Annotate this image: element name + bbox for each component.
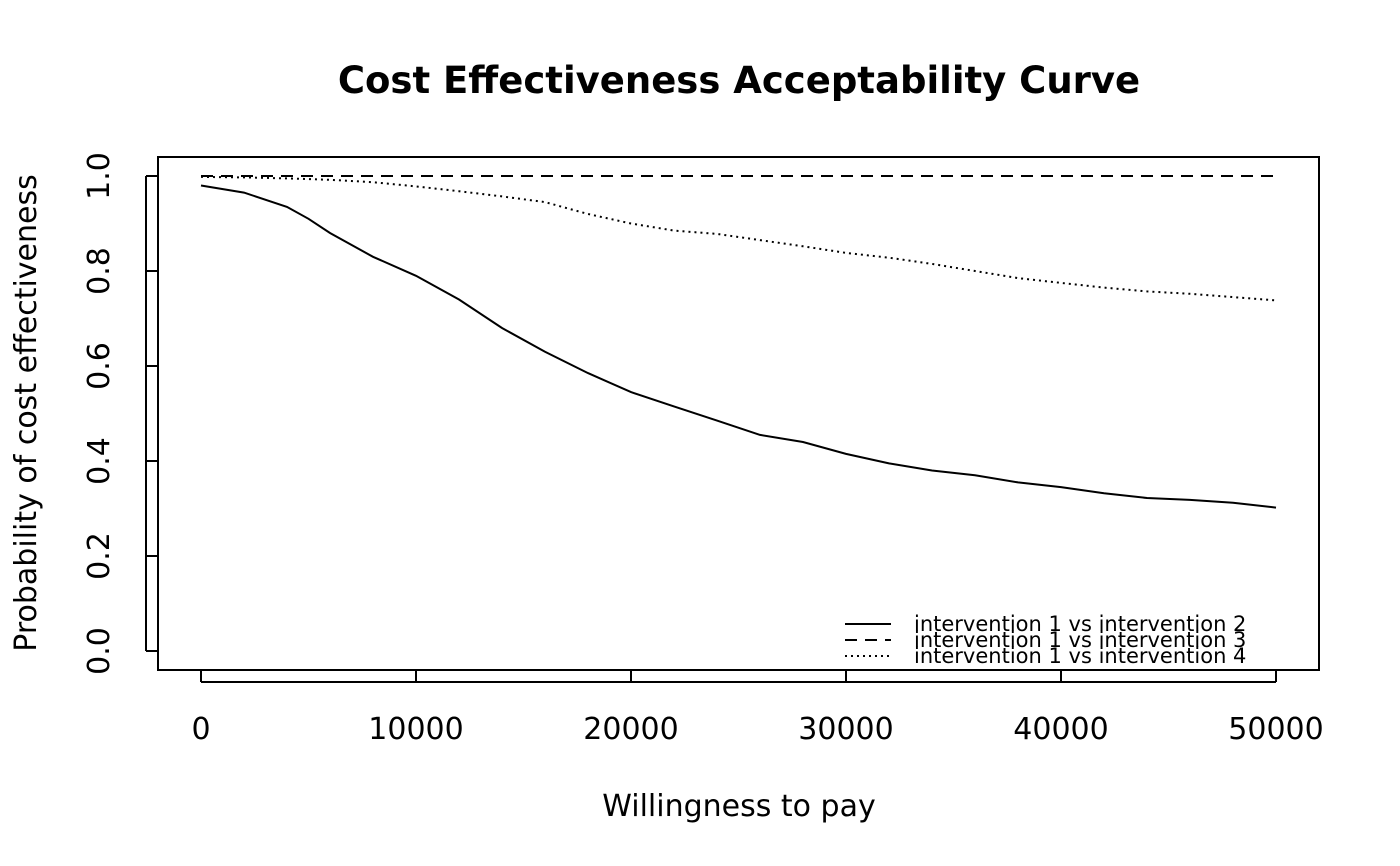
x-tick-label: 0 [191,712,210,747]
y-tick-label: 0.8 [82,247,117,295]
legend-label-1: intervention 1 vs intervention 2 [914,612,1246,636]
y-tick-label: 1.0 [82,152,117,200]
x-axis-title: Willingness to pay [602,789,876,824]
y-axis: 0.0 0.2 0.4 0.6 0.8 1.0 [82,152,158,675]
y-tick-label: 0.2 [82,532,117,580]
x-tick-label: 10000 [368,712,463,747]
chart-title: Cost Effectiveness Acceptability Curve [338,59,1140,102]
x-tick-label: 50000 [1228,712,1323,747]
y-tick-label: 0.0 [82,627,117,675]
y-axis-title: Probability of cost effectiveness [9,174,44,651]
series-line-3 [200,175,1277,302]
y-tick-label: 0.4 [82,437,117,485]
legend: intervention 1 vs intervention 2interven… [845,612,1246,668]
x-tick-label: 30000 [798,712,893,747]
x-tick-label: 20000 [583,712,678,747]
y-tick-label: 0.6 [82,342,117,390]
x-tick-label: 40000 [1013,712,1108,747]
x-axis: 0 10000 20000 30000 40000 50000 [191,670,1324,747]
legend-label-2: intervention 1 vs intervention 3 [914,628,1246,652]
series-layer [200,175,1277,509]
plot-frame [157,156,1320,671]
series-line-1 [200,184,1277,509]
legend-label-3: intervention 1 vs intervention 4 [914,644,1246,668]
